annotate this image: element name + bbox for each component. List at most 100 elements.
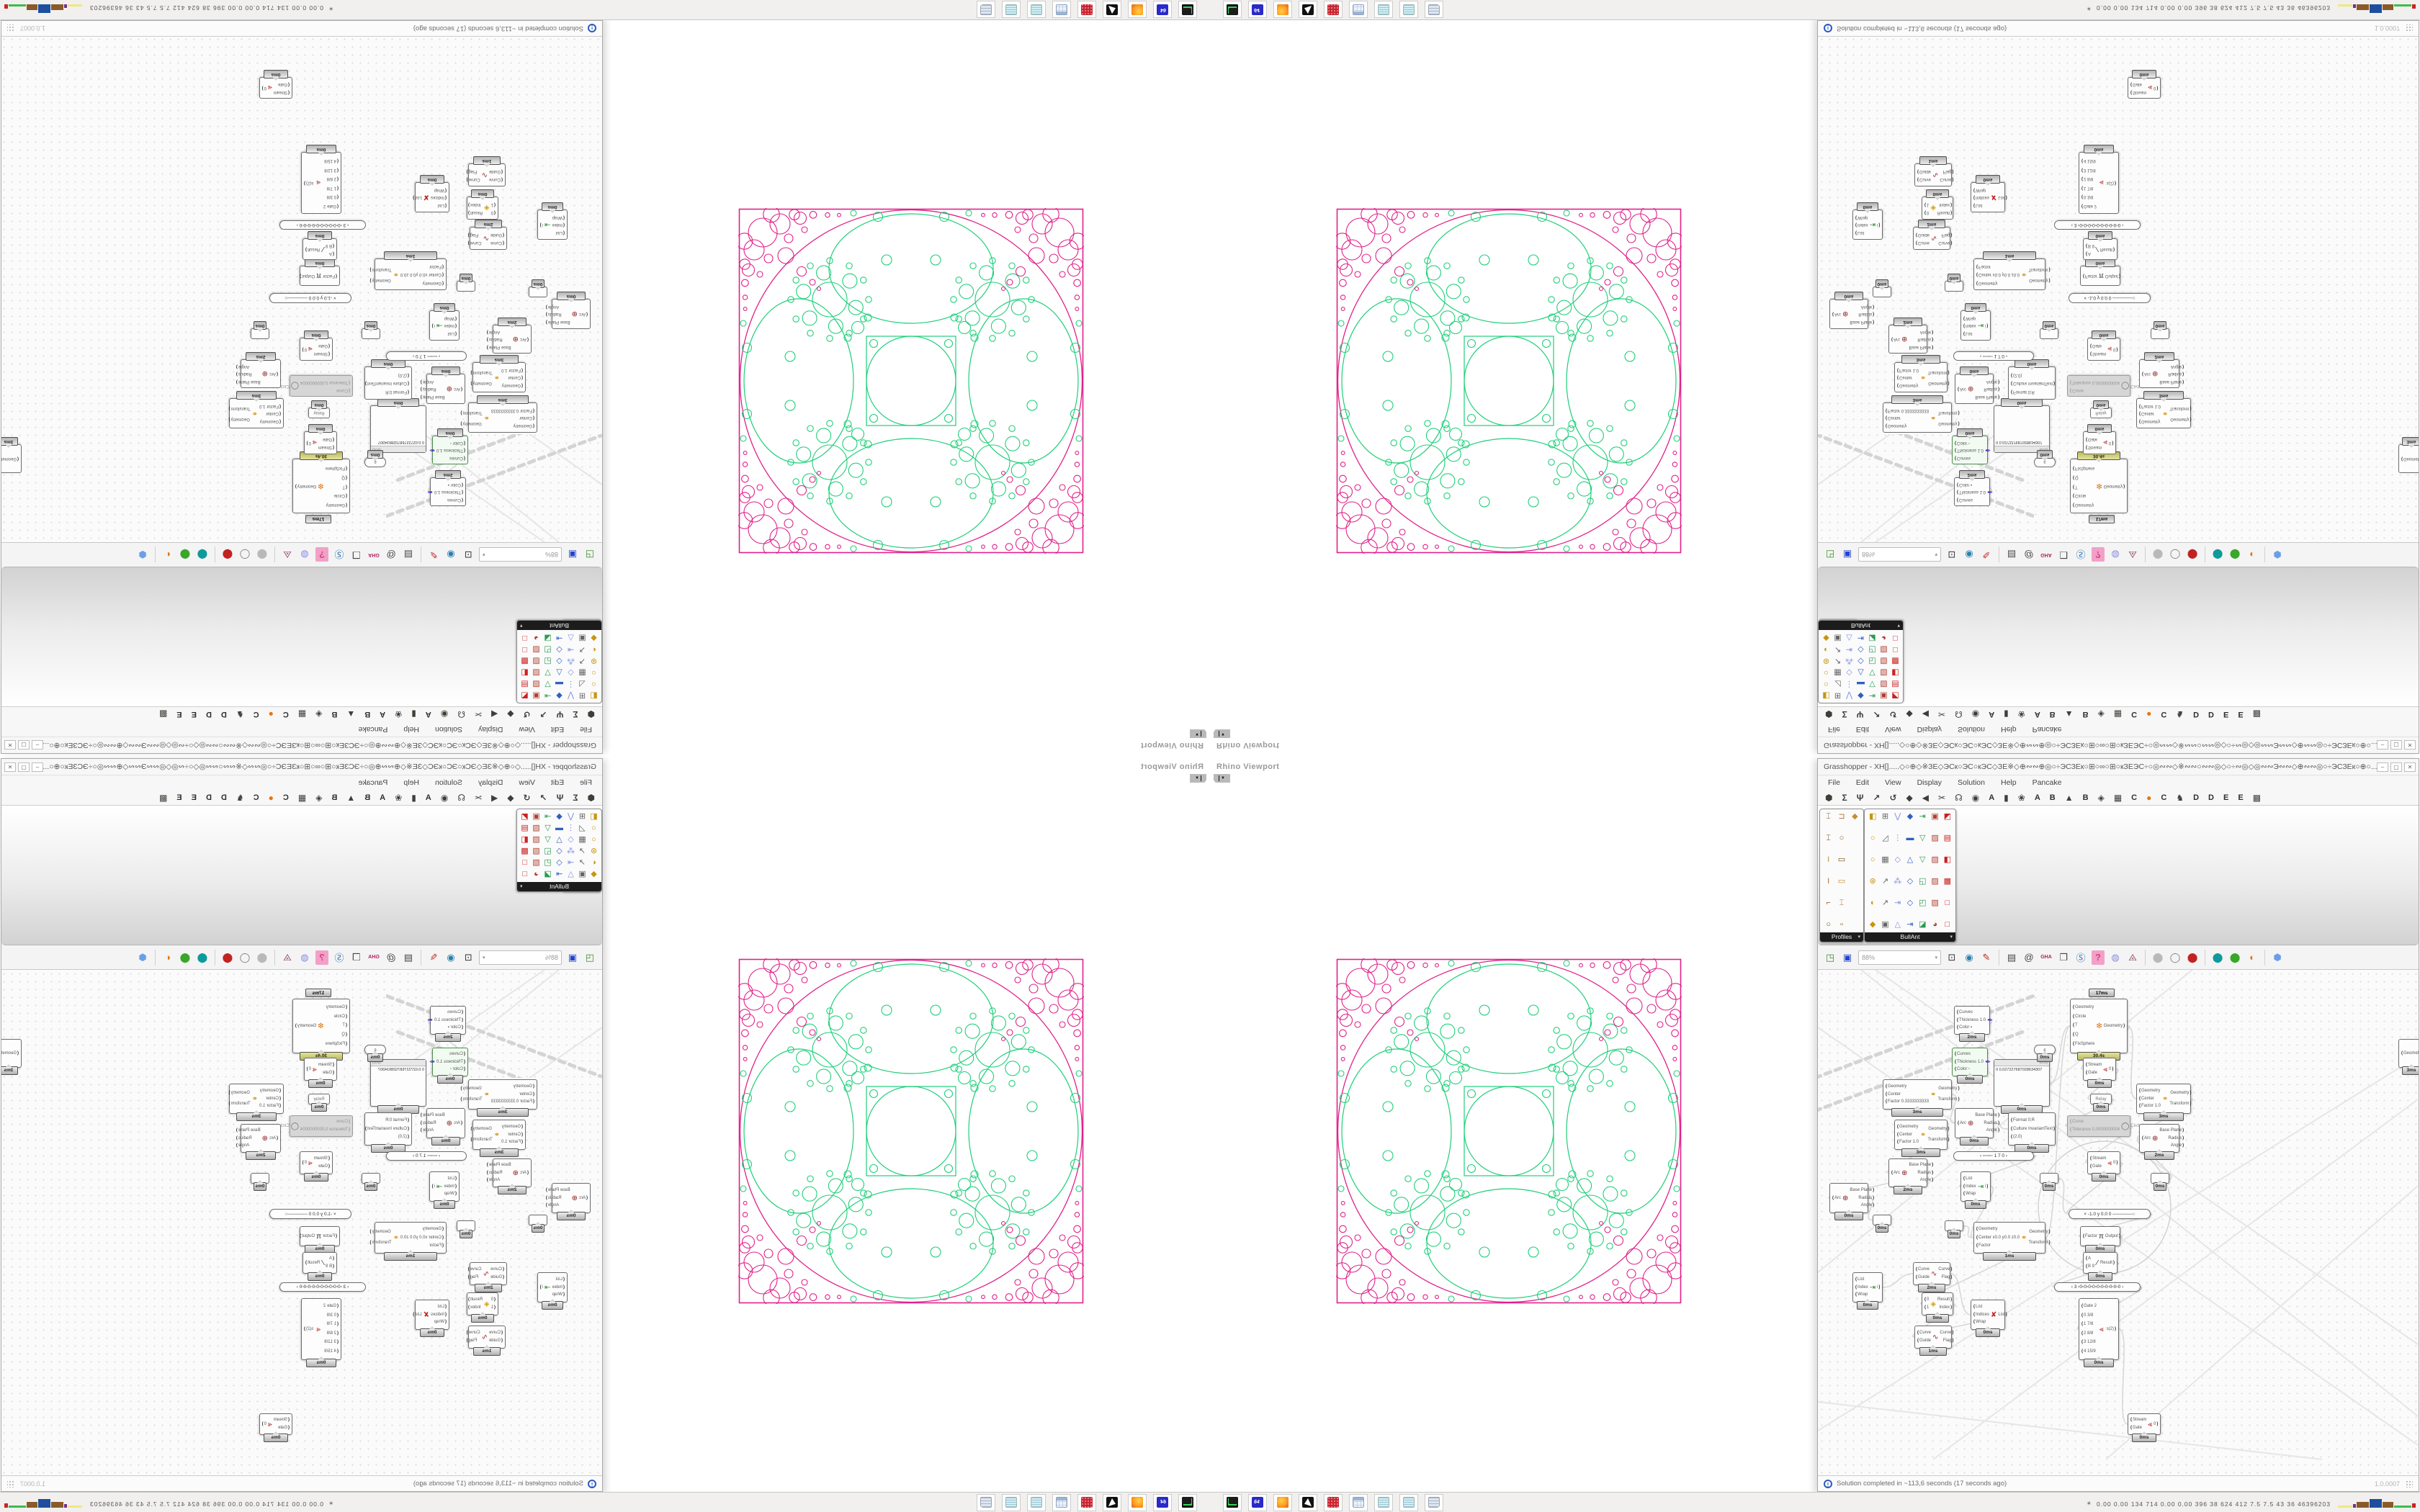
preview-shaded-button[interactable]: ⬤ xyxy=(222,951,233,963)
menu-item-edit[interactable]: Edit xyxy=(550,725,565,734)
open-file-button[interactable]: ◳ xyxy=(585,549,595,561)
palette-component-icon[interactable]: ◇ xyxy=(1906,877,1914,886)
gh-node-listitem-2[interactable]: ListIndexWrap⇥i0ms xyxy=(537,1272,568,1310)
category-tab-5[interactable]: ↺ xyxy=(1889,792,1897,803)
category-tab-14[interactable]: A xyxy=(380,793,386,802)
palette-component-icon[interactable]: ↗ xyxy=(1834,645,1842,654)
palette-component-icon[interactable]: ▨ xyxy=(1931,899,1939,907)
palette-component-icon[interactable]: ▽ xyxy=(1869,668,1876,677)
gh-node-preview-1[interactable]: CurvesThickness 1.0Color ▪✒2ms xyxy=(1954,470,1993,506)
category-tab-28[interactable]: ▩ xyxy=(158,792,168,803)
palette-component-icon[interactable]: ▬ xyxy=(555,824,563,832)
menu-item-solution[interactable]: Solution xyxy=(435,778,462,787)
gh-node-stream-gate-1[interactable]: StreamGate⪡00ms xyxy=(2083,424,2116,454)
window-titlebar[interactable]: Grasshopper - XH[].....◇○⊕◇※ЗЕ◇ЭСк○ЭС○кЭ… xyxy=(1,759,602,775)
gh-node-flip-1[interactable]: CurveGuide∿CurveFlag2ms xyxy=(470,1262,507,1292)
palette-component-icon[interactable]: ▨ xyxy=(532,668,540,677)
loupe-button[interactable]: Ⓢ xyxy=(2076,953,2086,963)
menu-item-solution[interactable]: Solution xyxy=(435,725,462,734)
remote-panel-button[interactable]: ▤ xyxy=(403,549,413,561)
taskbar-app-notepad[interactable] xyxy=(1027,1493,1046,1511)
palette-component-icon[interactable]: ▬ xyxy=(555,680,563,688)
category-tab-17[interactable]: B xyxy=(2082,710,2089,719)
gh-node-stream-gate-3[interactable]: StreamGate⪡00ms xyxy=(259,1413,292,1442)
gh-node-stream-gate-1[interactable]: StreamGate⪡00ms xyxy=(304,424,337,454)
taskbar-app-notepad[interactable] xyxy=(1002,1493,1021,1511)
gh-node-edge-geometry[interactable]: Geometry3ms xyxy=(2398,1039,2419,1075)
gh-canvas[interactable]: CurvesThickness 1.0Color ▪✒2msCurvesThic… xyxy=(1,970,602,1475)
palette-component-icon[interactable]: ⋁ xyxy=(567,691,575,700)
display-mode-button[interactable]: ⬢ xyxy=(2273,549,2282,561)
palette-component-icon[interactable]: ▨ xyxy=(1880,668,1888,677)
category-tab-2[interactable]: Σ xyxy=(1842,709,1847,720)
palette-component-icon[interactable]: ⌶ xyxy=(1826,812,1831,821)
menu-item-display[interactable]: Display xyxy=(1917,778,1942,787)
palette-component-icon[interactable]: ◩ xyxy=(521,691,529,700)
category-tab-18[interactable]: ◈ xyxy=(315,709,323,720)
palette-component-icon[interactable]: ◰ xyxy=(544,858,552,867)
category-tab-11[interactable]: A xyxy=(1989,710,1995,719)
gh-node-scale-1[interactable]: GeometryCenterFactor 0.3333333333⚭Geomet… xyxy=(1883,395,1958,433)
palette-component-icon[interactable]: ▫ xyxy=(1840,920,1843,929)
palette-component-icon[interactable]: ◧ xyxy=(1943,855,1952,864)
gh-node-stream-gate-2[interactable]: StreamGate⪡00ms xyxy=(2087,1151,2120,1182)
taskbar-app-printer[interactable] xyxy=(977,1493,995,1511)
save-file-button[interactable]: ▣ xyxy=(1842,549,1852,561)
maximize-button[interactable]: ▢ xyxy=(18,740,30,750)
close-button[interactable]: ✕ xyxy=(2404,762,2416,772)
resize-grip[interactable] xyxy=(2406,1480,2413,1488)
open-file-button[interactable]: ◳ xyxy=(585,951,595,963)
menu-item-display[interactable]: Display xyxy=(1917,725,1942,734)
gh-node-arc-1[interactable]: Arc⊕Base PlaneRadiusAngle0ms xyxy=(423,1108,465,1146)
gh-node-arc-2[interactable]: Arc⊕Base PlaneRadiusAngle2ms xyxy=(1888,318,1931,354)
palette-component-icon[interactable]: ▨ xyxy=(1931,877,1939,886)
preview-eye-button[interactable]: ◉ xyxy=(1965,549,1973,561)
taskbar-app-inkfox[interactable] xyxy=(1299,1493,1317,1511)
category-tab-1[interactable]: ⬢ xyxy=(587,709,595,720)
viewport-menu-button[interactable]: ▼ xyxy=(1214,774,1230,783)
taskbar-app-console[interactable] xyxy=(1178,1493,1197,1511)
palette-component-icon[interactable]: ⊛ xyxy=(590,847,598,855)
category-tab-27[interactable]: E xyxy=(176,710,182,719)
palette-component-icon[interactable]: ◱ xyxy=(1868,657,1876,665)
palette-component-icon[interactable]: ▨ xyxy=(1931,834,1939,842)
gh-node-relay-3[interactable]: Relay 0ms xyxy=(308,400,330,418)
remote-panel-button[interactable]: ▤ xyxy=(403,951,413,963)
palette-component-icon[interactable]: ↗ xyxy=(578,858,586,867)
palette-component-icon[interactable]: ◆ xyxy=(1906,812,1914,821)
category-tab-16[interactable]: ▲ xyxy=(346,792,356,803)
taskbar-app-redapp[interactable] xyxy=(1324,1,1343,19)
category-tab-16[interactable]: ▲ xyxy=(2064,792,2074,803)
preview-wireframe-button[interactable]: ◯ xyxy=(2169,951,2181,963)
category-tab-1[interactable]: ⬢ xyxy=(1825,709,1833,720)
gh-node-relay-4[interactable]: 0ms xyxy=(362,321,380,339)
palette-component-icon[interactable]: ▨ xyxy=(1880,645,1888,654)
palette-component-icon[interactable]: △ xyxy=(568,870,574,878)
gh-node-relay-5[interactable]: 0ms xyxy=(2151,1173,2169,1191)
gh-node-arc-3[interactable]: Arc⊕Base PlaneRadiusAngle0ms xyxy=(548,1183,591,1220)
category-tab-21[interactable]: ● xyxy=(268,709,274,720)
palette-component-icon[interactable]: ◇ xyxy=(556,847,563,855)
palette-component-icon[interactable]: ⊞ xyxy=(1881,812,1889,821)
palette-component-icon[interactable]: ▣ xyxy=(578,634,586,642)
preview-wireframe-button[interactable]: ◯ xyxy=(239,549,251,561)
gh-node-listitem-2[interactable]: ListIndexWrap⇥i0ms xyxy=(1852,1272,1883,1310)
taskbar-app-notepad[interactable] xyxy=(1399,1493,1418,1511)
menu-item-file[interactable]: File xyxy=(580,778,592,787)
category-tab-13[interactable]: ❀ xyxy=(395,709,403,720)
maximize-button[interactable]: ▢ xyxy=(2390,762,2402,772)
category-tab-5[interactable]: ↺ xyxy=(523,792,531,803)
palette-component-icon[interactable]: ↗ xyxy=(1881,899,1889,907)
zoom-extents-button[interactable]: ⊡ xyxy=(464,549,472,561)
category-tab-17[interactable]: B xyxy=(2082,793,2089,802)
gh-node-edge-geometry[interactable]: Geometry3ms xyxy=(2398,437,2419,473)
taskbar-app-inkfox[interactable] xyxy=(1103,1493,1121,1511)
canvas-zoom-select[interactable]: 88% ▾ xyxy=(479,950,562,965)
palette-component-icon[interactable]: ▣ xyxy=(1881,920,1889,929)
taskbar-app-console[interactable] xyxy=(1223,1493,1242,1511)
palette-component-icon[interactable]: ▩ xyxy=(1891,657,1899,665)
taskbar-app-inkfox[interactable] xyxy=(1299,1,1317,19)
gh-canvas[interactable]: CurvesThickness 1.0Color ▪✒2msCurvesThic… xyxy=(1818,970,2419,1475)
palette-component-icon[interactable]: ▣ xyxy=(1834,634,1842,642)
gh-node-scale-1[interactable]: GeometryCenterFactor 0.3333333333⚭Geomet… xyxy=(462,1079,537,1117)
